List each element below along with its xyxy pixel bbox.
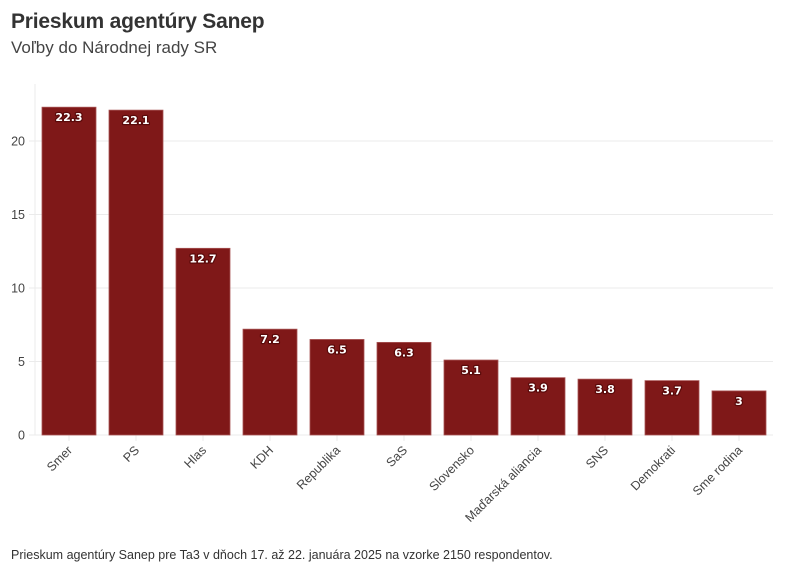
x-tick-label: SNS [583, 443, 611, 471]
chart-subtitle: Voľby do Národnej rady SR [11, 38, 218, 57]
bar-value-label: 7.2 [260, 333, 280, 346]
bar-value-label: 6.5 [327, 343, 347, 356]
bars [41, 106, 767, 436]
bar [644, 380, 700, 436]
y-tick-label: 5 [18, 355, 25, 369]
y-tick-label: 10 [11, 282, 25, 296]
bar-value-label: 6.3 [394, 346, 414, 359]
x-axis-tick-labels: Smer PS Hlas KDH Republika SaS SlovenskoMaďars… [44, 443, 745, 525]
chart-footnote: Prieskum agentúry Sanep pre Ta3 v dňoch … [11, 548, 553, 562]
bar [175, 247, 231, 436]
bar-value-labels: 22.3 22.1 12.7 7.2 6.5 6.3 5.1 3.9 3.8 3.7 3 [54, 110, 744, 409]
bar [376, 341, 432, 436]
bar-value-label: 3.9 [528, 382, 548, 395]
x-tick-label: Hlas [182, 443, 210, 471]
bar [41, 106, 97, 436]
x-tick-label: Smer [44, 443, 75, 474]
bar-value-label: 5.1 [461, 364, 481, 377]
bar [711, 390, 767, 436]
bar [443, 359, 499, 436]
bar [577, 378, 633, 436]
bar-value-label: 3 [735, 395, 743, 408]
y-tick-label: 0 [18, 429, 25, 443]
y-tick-label: 15 [11, 208, 25, 222]
bar [510, 377, 566, 436]
x-tick-label: Slovensko [426, 443, 477, 494]
bar-value-label: 22.3 [55, 111, 82, 124]
x-tick-label: KDH [248, 443, 277, 472]
y-axis-tick-labels: 0 5 10 15 20 [11, 135, 25, 443]
chart-title: Prieskum agentúry Sanep [11, 10, 265, 33]
bar-value-label: 3.8 [595, 383, 615, 396]
x-tick-label: Demokrati [628, 443, 678, 493]
x-tick-label: Republika [294, 443, 343, 492]
bar-value-label: 12.7 [189, 252, 216, 265]
bar [108, 109, 164, 436]
x-tick-label: PS [120, 443, 142, 465]
bar-value-label: 22.1 [122, 114, 149, 127]
bar [309, 339, 365, 436]
bar [242, 328, 298, 436]
bar-value-label: 3.7 [662, 385, 682, 398]
x-tick-label: SaS [384, 443, 411, 470]
x-tick-label: Sme rodina [690, 443, 745, 498]
y-tick-label: 20 [11, 135, 25, 149]
